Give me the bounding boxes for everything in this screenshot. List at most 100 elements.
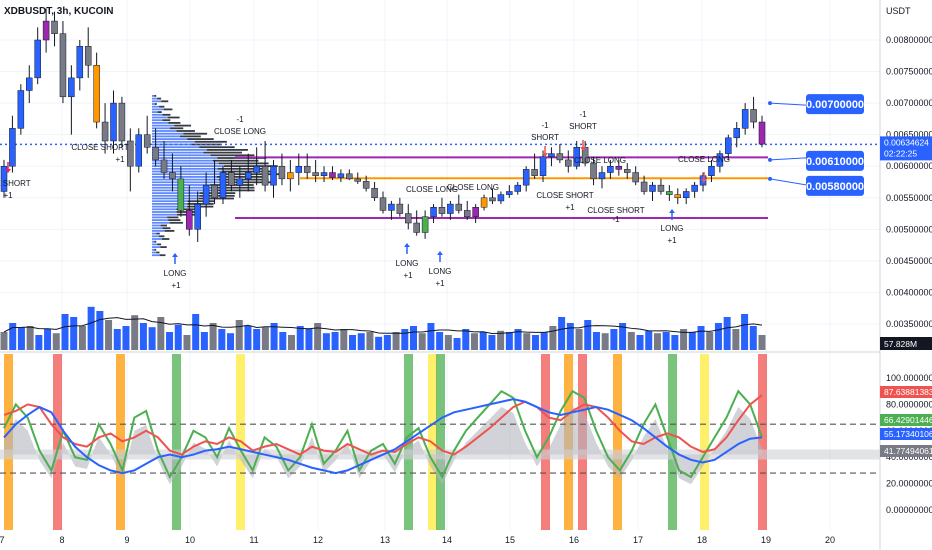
volume-profile-bar [152,194,200,197]
candle-body [447,203,454,214]
volume-profile-bar [152,251,157,254]
price-tick-label: 0.00600000 [886,161,932,171]
signal-label: CLOSE LONG [574,156,626,165]
candle-body [219,172,227,199]
candle-body [598,172,606,180]
blue-oscillator-line [3,398,763,475]
candlesticks [0,8,766,242]
level-connector [769,102,807,106]
candle-body [51,20,58,34]
volume-bar [566,323,574,350]
candle-body [489,197,496,202]
time-tick-label: 19 [761,535,771,545]
volume-profile-bar [152,213,178,216]
volume-bar [723,317,731,350]
volume-profile-bar [217,167,267,170]
volume-bar [636,335,644,350]
candle-body [59,33,67,98]
volume-profile-bar [152,197,199,200]
volume-bar [17,327,25,350]
volume-bar [314,323,322,350]
signal-arrow-head [437,251,443,255]
volume-bar [610,329,618,350]
candle-body [211,184,218,199]
gray-histogram-area [4,407,762,485]
candle-body [228,172,235,186]
candle-body [34,39,41,79]
volume-profile-bar [154,248,157,251]
candle-body [472,206,479,217]
volume-profile-bar [160,246,167,248]
volume-profile-bar [152,192,200,194]
volume-bar [453,338,461,350]
candle-body [632,172,639,183]
price-axis: 0.00800000 0.00750000 0.00700000 0.00650000… [768,35,932,350]
signal-label: +1 [403,271,413,280]
volume-bar [592,332,600,350]
price-tick-label: 0.00700000 [886,98,932,108]
time-tick-label: 10 [185,535,195,545]
signal-label: CLOSE LONG [406,185,458,194]
candle-body [371,188,378,199]
candle-body [657,184,665,192]
candle-body [42,20,50,41]
volume-bar [749,326,757,350]
volume-profile-bar [152,221,170,224]
volume-profile-bar [152,170,222,173]
volume-bar [305,329,313,350]
volume-profile-bar [164,230,175,232]
volume-profile-bar [216,176,266,178]
volume-profile-bar [157,111,162,113]
volume-profile-bar [152,119,163,122]
candle-body [236,178,244,186]
time-axis: 7 8 9 10 11 12 13 14 15 16 17 18 19 20 [0,535,835,545]
candle-body [253,165,260,173]
signal-label: +1 [565,203,575,212]
candle-body [716,153,724,167]
volume-profile-bar [152,100,162,103]
osc-tick-label: 40.00000000 [886,452,932,462]
candle-body [287,172,294,180]
volume-bar [87,306,95,350]
oscillator-lines [3,389,763,480]
volume-profile-bar [174,124,192,127]
volume-profile-bar [221,170,274,173]
osc-readout-tag [880,445,932,457]
osc-tick-label: 80.00000000 [886,399,932,409]
level-dot [768,176,772,181]
volume-profile-bar [154,240,157,243]
price-tick-label: 0.00550000 [886,193,932,203]
volume-profile-bar [152,111,158,113]
candle-body [295,165,303,173]
volume-bar [662,332,670,350]
candle-body [573,147,580,167]
volume-bar [44,329,52,350]
candle-body [379,197,387,211]
volume-profile-bar [152,208,177,211]
signal-label: +1 [667,236,677,245]
level-callout [806,150,864,171]
volume-profile-bar [203,151,242,154]
volume-profile-bar [210,189,255,192]
signal-label: -1 [612,215,620,224]
volume-profile-bar [152,240,155,243]
candle-body [84,46,92,66]
volume-profile-bar [223,165,278,167]
volume-profile-bar [156,251,160,254]
volume-profile-bar [168,122,181,124]
volume-profile-bar [167,216,179,219]
volume-profile-bar [161,100,169,103]
level-dot [768,101,772,106]
volume-profile-bar [176,208,195,211]
volume-bar [401,329,409,350]
candle-body [649,184,656,192]
volume-bar [653,333,661,350]
volume-bar [549,326,557,350]
volume-profile-bar [161,238,170,240]
candle-body [691,184,698,192]
signal-band [53,354,62,530]
volume-bar [261,327,269,350]
volume-bar [558,317,566,350]
